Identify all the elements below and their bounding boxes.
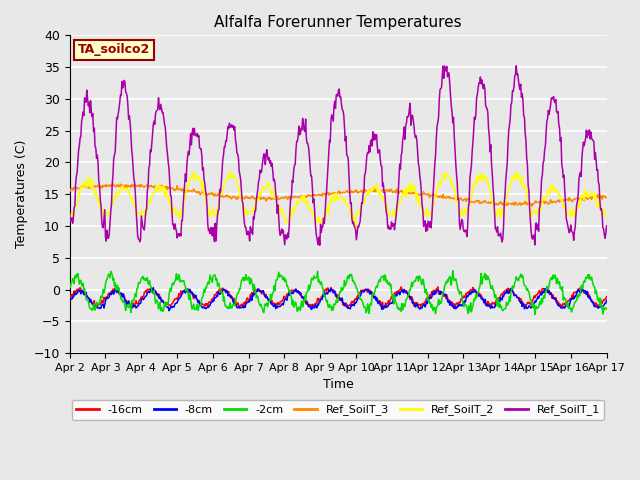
Title: Alfalfa Forerunner Temperatures: Alfalfa Forerunner Temperatures (214, 15, 462, 30)
X-axis label: Time: Time (323, 378, 353, 392)
Text: TA_soilco2: TA_soilco2 (77, 43, 150, 56)
Y-axis label: Temperatures (C): Temperatures (C) (15, 140, 28, 249)
Legend: -16cm, -8cm, -2cm, Ref_SoilT_3, Ref_SoilT_2, Ref_SoilT_1: -16cm, -8cm, -2cm, Ref_SoilT_3, Ref_Soil… (72, 400, 604, 420)
